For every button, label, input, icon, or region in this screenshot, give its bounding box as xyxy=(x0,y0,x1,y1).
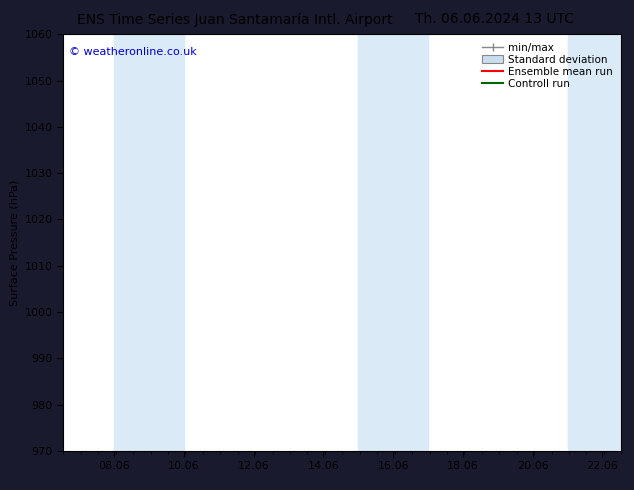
Legend: min/max, Standard deviation, Ensemble mean run, Controll run: min/max, Standard deviation, Ensemble me… xyxy=(479,40,616,92)
Text: ENS Time Series Juan Santamaría Intl. Airport: ENS Time Series Juan Santamaría Intl. Ai… xyxy=(77,12,392,27)
Y-axis label: Surface Pressure (hPa): Surface Pressure (hPa) xyxy=(10,179,19,306)
Bar xyxy=(114,34,184,451)
Text: © weatheronline.co.uk: © weatheronline.co.uk xyxy=(69,47,197,57)
Bar xyxy=(358,34,428,451)
Text: Th. 06.06.2024 13 UTC: Th. 06.06.2024 13 UTC xyxy=(415,12,574,26)
Bar xyxy=(567,34,621,451)
